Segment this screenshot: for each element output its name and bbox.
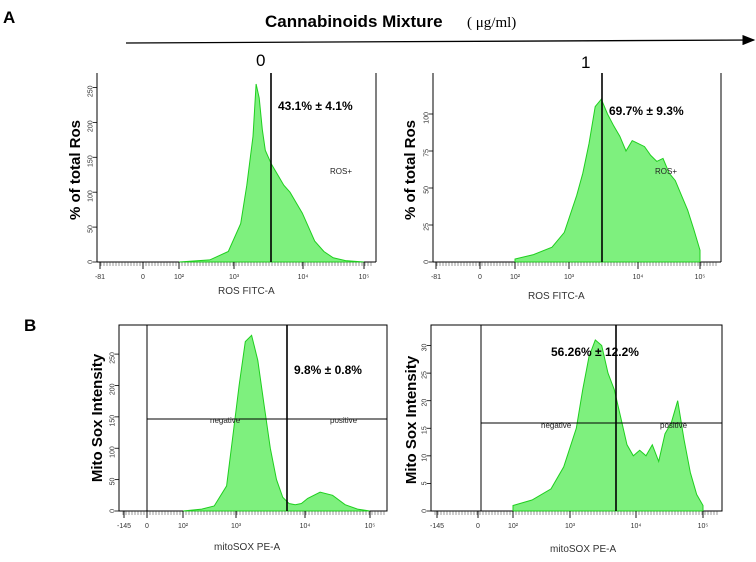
x-tick-label: 0 (145, 523, 149, 530)
x-axis-label: mitoSOX PE-A (214, 542, 280, 553)
x-tick-label: 10² (178, 523, 189, 530)
y-axis-label: Mito Sox Intensity (403, 355, 420, 484)
panel-letter-a: A (3, 8, 15, 27)
y-tick-label: 100 (424, 112, 431, 124)
histogram-area (512, 339, 704, 512)
x-tick-label: 10² (174, 274, 185, 281)
y-tick-label: 100 (88, 190, 95, 202)
y-tick-label: 50 (88, 225, 95, 233)
x-tick-label: 10² (508, 523, 519, 530)
histogram-area (182, 334, 371, 512)
gate-label: ROS+ (330, 167, 352, 176)
y-tick-label: 10 (422, 454, 429, 462)
dose-arrow (125, 34, 756, 46)
y-tick-label: 0 (110, 509, 117, 513)
y-tick-label: 25 (424, 223, 431, 231)
y-tick-label: 5 (422, 481, 429, 485)
x-axis-label: ROS FITC-A (528, 291, 585, 302)
y-axis-label: Mito Sox Intensity (89, 353, 106, 482)
x-tick-label: 10⁵ (698, 523, 709, 530)
x-tick-label: 0 (478, 274, 482, 281)
gate-label: negative (210, 416, 241, 425)
y-tick-label: 0 (88, 260, 95, 264)
x-tick-label: -81 (95, 274, 105, 281)
x-tick-label: -145 (117, 523, 131, 530)
y-tick-label: 30 (422, 343, 429, 351)
gate-label: positive (330, 416, 358, 425)
gate-label: positive (660, 421, 688, 430)
gate-label: negative (541, 421, 572, 430)
x-tick-label: 10⁵ (365, 523, 376, 530)
y-axis-label: % of total Ros (402, 120, 419, 220)
stat-label: 56.26% ± 12.2% (551, 345, 639, 359)
x-axis-label: mitoSOX PE-A (550, 544, 616, 555)
y-tick-label: 50 (110, 478, 117, 486)
y-tick-label: 250 (88, 85, 95, 97)
dose-label-0: 0 (256, 51, 265, 70)
plot-b-dose-1: 0 5 10 15 20 25 30 -145 0 10² 10³ 10⁴ 10⁵ mitoSOX PE-… (403, 324, 723, 555)
plot-a-dose-1: 0 25 50 75 100 -81 0 10² 10³ 10⁴ 10⁵ ROS FITC-A % of… (402, 73, 722, 302)
x-tick-label: 10⁴ (298, 274, 309, 281)
x-tick-label: -81 (431, 274, 441, 281)
x-tick-label: 10² (510, 274, 521, 281)
x-tick-label: 10⁵ (359, 274, 370, 281)
y-tick-label: 150 (110, 415, 117, 427)
plot-a-dose-0: 0 50 100 150 200 250 -81 0 10² 10³ 10⁴ 10⁵ ROS FITC-… (67, 73, 377, 297)
plot-b-dose-0: 0 50 100 150 200 250 -145 0 10² 10³ 10⁴ 10⁵ mitoSOX … (89, 324, 388, 553)
x-tick-label: 10³ (229, 274, 240, 281)
stat-label: 43.1% ± 4.1% (278, 99, 353, 113)
y-tick-label: 200 (88, 120, 95, 132)
x-tick-label: 0 (141, 274, 145, 281)
gate-label: ROS+ (655, 167, 677, 176)
y-axis-label: % of total Ros (67, 120, 84, 220)
y-tick-label: 15 (422, 426, 429, 434)
y-tick-label: 100 (110, 446, 117, 458)
x-tick-label: 10⁴ (631, 523, 642, 530)
stat-label: 9.8% ± 0.8% (294, 363, 362, 377)
x-tick-label: 10⁴ (633, 274, 644, 281)
x-tick-label: 10³ (565, 523, 576, 530)
x-tick-label: 10⁵ (695, 274, 706, 281)
x-tick-label: 10⁴ (300, 523, 311, 530)
stat-label: 69.7% ± 9.3% (609, 104, 684, 118)
y-tick-label: 0 (422, 509, 429, 513)
y-tick-label: 50 (424, 186, 431, 194)
y-tick-label: 25 (422, 371, 429, 379)
y-tick-label: 150 (88, 155, 95, 167)
x-tick-label: 0 (476, 523, 480, 530)
panel-letter-b: B (24, 316, 36, 335)
x-axis-label: ROS FITC-A (218, 286, 275, 297)
dose-label-1: 1 (581, 53, 590, 72)
x-tick-label: -145 (430, 523, 444, 530)
x-tick-label: 10³ (564, 274, 575, 281)
y-tick-label: 200 (110, 383, 117, 395)
histogram-area (514, 98, 701, 263)
y-tick-label: 250 (110, 352, 117, 364)
header-unit: ( μg/ml) (467, 15, 516, 31)
y-tick-label: 0 (424, 260, 431, 264)
header-title: Cannabinoids Mixture (265, 12, 443, 31)
x-tick-label: 10³ (231, 523, 242, 530)
y-tick-label: 75 (424, 149, 431, 157)
y-tick-label: 20 (422, 399, 429, 407)
